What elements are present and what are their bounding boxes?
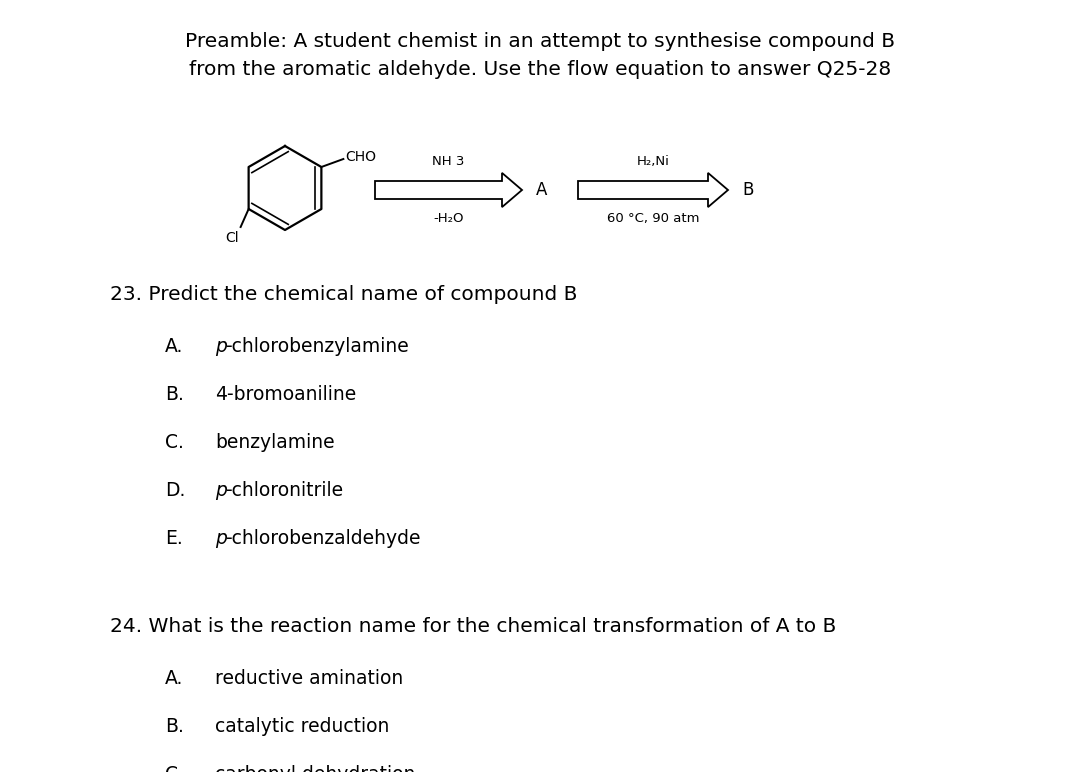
Text: Preamble: A student chemist in an attempt to synthesise compound B: Preamble: A student chemist in an attemp…	[185, 32, 895, 51]
Text: B.: B.	[165, 717, 184, 736]
Text: A.: A.	[165, 669, 184, 688]
Polygon shape	[375, 173, 522, 207]
Text: 23. Predict the chemical name of compound B: 23. Predict the chemical name of compoun…	[110, 285, 578, 304]
Text: 60 °C, 90 atm: 60 °C, 90 atm	[607, 212, 699, 225]
Text: CHO: CHO	[346, 150, 376, 164]
Text: p: p	[215, 481, 227, 500]
Text: B.: B.	[165, 385, 184, 404]
Text: A: A	[536, 181, 548, 199]
Text: D.: D.	[165, 481, 186, 500]
Text: C.: C.	[165, 765, 184, 772]
Text: catalytic reduction: catalytic reduction	[215, 717, 390, 736]
Text: p: p	[215, 337, 227, 356]
Text: B: B	[742, 181, 754, 199]
Text: -chlorobenzaldehyde: -chlorobenzaldehyde	[225, 529, 420, 548]
Text: E.: E.	[165, 529, 183, 548]
Text: benzylamine: benzylamine	[215, 433, 335, 452]
Text: H₂,Ni: H₂,Ni	[636, 155, 670, 168]
Text: C.: C.	[165, 433, 184, 452]
Text: -H₂O: -H₂O	[433, 212, 463, 225]
Polygon shape	[578, 173, 728, 207]
Text: 4-bromoaniline: 4-bromoaniline	[215, 385, 356, 404]
Text: A.: A.	[165, 337, 184, 356]
Text: from the aromatic aldehyde. Use the flow equation to answer Q25-28: from the aromatic aldehyde. Use the flow…	[189, 60, 891, 79]
Text: carbonyl dehydration: carbonyl dehydration	[215, 765, 416, 772]
Text: Cl: Cl	[225, 231, 239, 245]
Text: p: p	[215, 529, 227, 548]
Text: NH 3: NH 3	[432, 155, 464, 168]
Text: -chlorobenzylamine: -chlorobenzylamine	[225, 337, 408, 356]
Text: reductive amination: reductive amination	[215, 669, 403, 688]
Text: 24. What is the reaction name for the chemical transformation of A to B: 24. What is the reaction name for the ch…	[110, 617, 836, 636]
Text: -chloronitrile: -chloronitrile	[225, 481, 343, 500]
